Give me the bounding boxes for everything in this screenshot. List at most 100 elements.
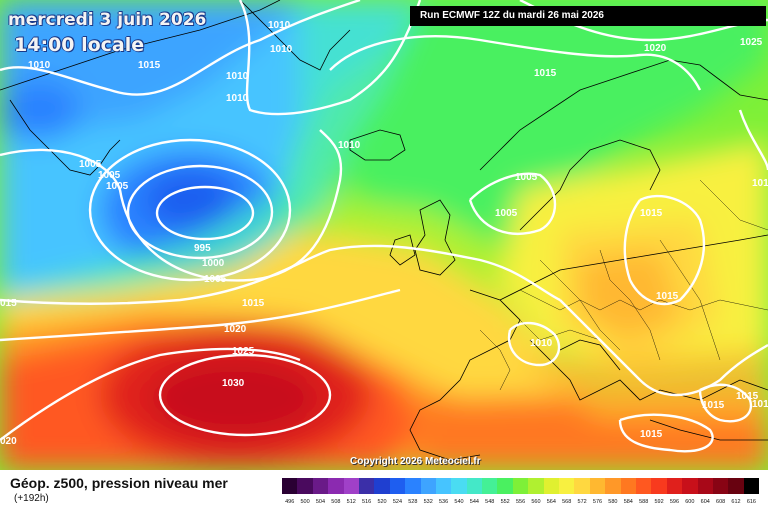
- scale-swatch: [743, 478, 760, 494]
- isobar-1015-south: [559, 299, 768, 397]
- scale-swatch: [482, 478, 498, 494]
- scale-swatch: [528, 478, 544, 494]
- weather-map: 1010 1010 1010 1015 1010 1010 1015 1020 1025 1010…: [0, 0, 768, 470]
- isobar-1015: [0, 244, 561, 305]
- scale-swatch: [466, 478, 483, 494]
- scale-tick-label: 536: [439, 499, 449, 505]
- scale-tick-label: 512: [346, 499, 356, 505]
- isobar-label: 1015: [656, 291, 679, 302]
- scandinavia-coast: [479, 59, 768, 171]
- scale-swatch: [420, 478, 436, 494]
- isobar-1005-europe: [468, 172, 557, 235]
- isobar-1015-east: [623, 194, 706, 306]
- isobar-label: 995: [194, 243, 211, 254]
- isobar-label: 1015: [702, 400, 725, 411]
- scale-tick-label: 568: [562, 499, 572, 505]
- isobar-label: 1025: [232, 346, 255, 357]
- scale-tick-label: 604: [700, 499, 710, 505]
- scale-tick-label: 548: [485, 499, 495, 505]
- scale-swatch: [435, 478, 452, 494]
- scale-tick-label: 588: [639, 499, 649, 505]
- scale-swatch: [682, 478, 698, 494]
- run-info-banner: Run ECMWF 12Z du mardi 26 mai 2026: [410, 6, 766, 26]
- scale-tick-label: 524: [392, 499, 403, 505]
- borders: [479, 179, 768, 391]
- isobar-label: 1015: [736, 391, 759, 402]
- scale-swatch: [389, 478, 406, 494]
- scale-tick-label: 576: [592, 499, 603, 505]
- scale-swatch: [312, 478, 329, 494]
- isobar-1010-b: [238, 0, 422, 116]
- isobar-label: 1015: [138, 60, 161, 71]
- scale-swatch: [328, 478, 344, 494]
- isobar-label: 1010: [270, 44, 293, 55]
- isobar-label: 1000: [202, 258, 225, 269]
- scale-tick-label: 580: [608, 499, 618, 505]
- iceland-coast: [349, 129, 406, 161]
- scale-swatch: [358, 478, 375, 494]
- scale-tick-label: 556: [515, 499, 526, 505]
- scale-swatch: [635, 478, 652, 494]
- isobar-label: 1005: [79, 159, 102, 170]
- isobar-label: 1030: [222, 378, 245, 389]
- scale-tick-label: 520: [377, 499, 387, 505]
- isobar-label: 1010: [28, 60, 51, 71]
- scale-tick-label: 600: [685, 499, 695, 505]
- scale-tick-label: 564: [546, 499, 556, 505]
- isobar-label: 1020: [644, 43, 667, 54]
- scale-swatch: [543, 478, 560, 494]
- copyright-notice: Copyright 2026 Meteociel.fr: [350, 456, 481, 467]
- scale-tick-label: 616: [746, 499, 756, 505]
- lead-time-label: (+192h): [14, 493, 49, 504]
- isobar-label: 015: [0, 298, 17, 309]
- isobar-label: 1010: [338, 140, 361, 151]
- isobar-1030: [158, 353, 332, 437]
- scale-swatch: [712, 478, 729, 494]
- scale-swatch: [374, 478, 390, 494]
- isobar-label: 1005: [106, 181, 129, 192]
- forecast-time-title: 14:00 locale: [14, 34, 145, 56]
- isobar-label: 1015: [534, 68, 557, 79]
- isobar-label: 1005: [515, 172, 538, 183]
- british-isles-coast: [414, 199, 456, 276]
- scale-tick-label: 608: [716, 499, 726, 505]
- color-scale: [282, 478, 760, 494]
- isobar-label: 1020: [224, 324, 247, 335]
- isobar-label: 101: [752, 178, 768, 189]
- isobar-1015-med-b: [698, 383, 753, 423]
- scale-swatch: [497, 478, 513, 494]
- scale-tick-label: 500: [300, 499, 310, 505]
- isobar-label: 1015: [640, 429, 663, 440]
- scale-swatch: [451, 478, 467, 494]
- scale-tick-label: 516: [362, 499, 372, 505]
- isobar-label: 101: [752, 399, 768, 410]
- isobar-1010: [0, 129, 343, 282]
- scale-tick-label: 612: [731, 499, 741, 505]
- isobar-1010-north: [0, 0, 361, 96]
- isobar-1015-ne: [738, 109, 768, 171]
- isobar-label: 1025: [740, 37, 763, 48]
- z500-field: [0, 0, 768, 470]
- isobar-label: 1015: [640, 208, 663, 219]
- scale-tick-label: 552: [500, 499, 510, 505]
- scale-tick-label: 544: [469, 499, 479, 505]
- isobar-1005: [88, 138, 292, 282]
- isobar-1015-med: [618, 413, 714, 453]
- scale-tick-label: 504: [315, 499, 326, 505]
- isobar-1015-north: [329, 35, 702, 91]
- scale-swatch: [605, 478, 621, 494]
- isobar-label: 1015: [242, 298, 265, 309]
- forecast-date-title: mercredi 3 juin 2026: [8, 10, 207, 30]
- isobar-1025: [0, 347, 301, 441]
- scale-tick-label: 532: [423, 499, 433, 505]
- scale-swatch: [620, 478, 636, 494]
- isobar-1010-alps: [507, 321, 561, 367]
- scale-tick-label: 560: [531, 499, 541, 505]
- scale-tick-label: 540: [454, 499, 464, 505]
- scale-swatch: [574, 478, 590, 494]
- scale-tick-label: 596: [669, 499, 680, 505]
- scale-tick-label: 592: [654, 499, 664, 505]
- scale-swatch: [589, 478, 606, 494]
- scale-swatch: [651, 478, 667, 494]
